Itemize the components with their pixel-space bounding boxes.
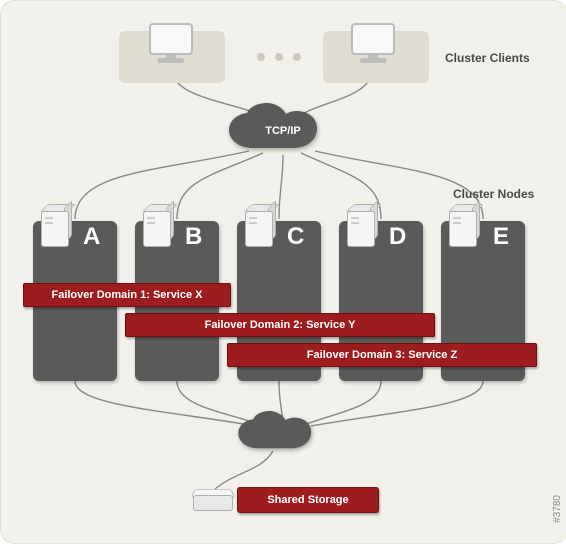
node-letter-a: A	[83, 223, 100, 251]
server-icon	[143, 211, 173, 249]
failover-domain-1: Failover Domain 1: Service X	[23, 283, 231, 307]
diagram-canvas: TCP/IP Cluster Clients Cluster Nodes	[0, 0, 566, 544]
server-icon	[41, 211, 71, 249]
tcpip-label: TCP/IP	[261, 125, 305, 137]
server-icon	[347, 211, 377, 249]
failover-domain-2: Failover Domain 2: Service Y	[125, 313, 435, 337]
storage-cloud	[233, 411, 333, 459]
ellipsis-dots	[257, 53, 301, 61]
monitor-icon	[351, 23, 397, 67]
cluster-nodes-label: Cluster Nodes	[453, 187, 534, 201]
server-icon	[245, 211, 275, 249]
image-id: #3780	[552, 495, 563, 523]
node-letter-e: E	[493, 223, 509, 251]
failover-domain-3: Failover Domain 3: Service Z	[227, 343, 537, 367]
monitor-icon	[149, 23, 195, 67]
shared-storage-label: Shared Storage	[237, 487, 379, 513]
server-icon	[449, 211, 479, 249]
disk-icon	[193, 487, 235, 511]
node-letter-c: C	[287, 223, 304, 251]
cluster-clients-label: Cluster Clients	[445, 51, 530, 65]
node-letter-d: D	[389, 223, 406, 251]
node-letter-b: B	[185, 223, 202, 251]
